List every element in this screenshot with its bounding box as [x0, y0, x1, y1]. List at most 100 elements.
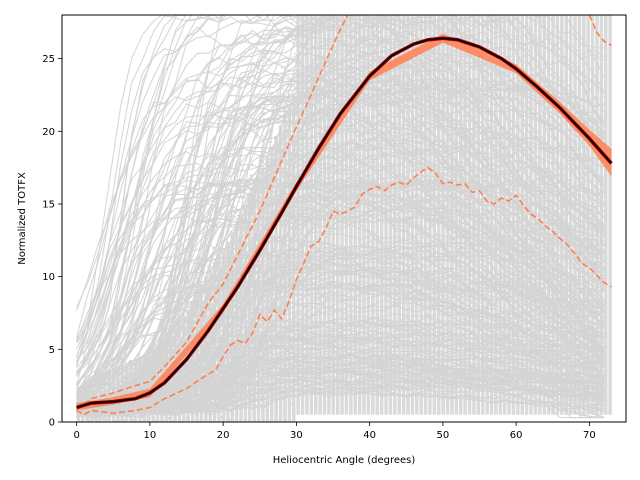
- scatter-density: [441, 15, 445, 415]
- scatter-point: [290, 22, 293, 25]
- scatter-point: [154, 344, 157, 347]
- scatter-point: [277, 120, 280, 123]
- scatter-point: [270, 140, 273, 143]
- scatter-point: [231, 221, 233, 224]
- scatter-point: [237, 180, 240, 183]
- scatter-point: [193, 291, 196, 294]
- scatter-density: [419, 15, 423, 415]
- scatter-point: [286, 103, 288, 106]
- scatter-density: [357, 15, 362, 415]
- scatter-point: [237, 200, 240, 203]
- y-tick-label: 10: [42, 272, 55, 283]
- background-curve: [76, 15, 605, 389]
- x-tick-label: 10: [144, 430, 157, 441]
- scatter-density: [283, 114, 287, 422]
- scatter-point: [287, 69, 289, 71]
- scatter-point: [197, 283, 200, 285]
- scatter-point: [289, 68, 292, 71]
- scatter-point: [255, 132, 257, 135]
- scatter-density: [120, 364, 125, 422]
- scatter-density: [292, 93, 296, 422]
- x-tick-label: 60: [510, 430, 523, 441]
- scatter-point: [196, 280, 199, 283]
- scatter-point: [213, 247, 216, 249]
- y-axis-label: Normalized TOTFX: [17, 172, 28, 265]
- scatter-point: [199, 269, 202, 272]
- scatter-point: [193, 285, 196, 288]
- scatter-density: [551, 15, 555, 415]
- y-tick-label: 5: [49, 345, 55, 356]
- plot-frame: [61, 14, 627, 423]
- scatter-density: [467, 15, 472, 415]
- scatter-point: [210, 266, 213, 268]
- scatter-point: [219, 234, 222, 237]
- scatter-density: [318, 15, 322, 415]
- scatter-density: [533, 15, 538, 415]
- scatter-point: [189, 300, 192, 303]
- scatter-point: [243, 195, 245, 198]
- scatter-density: [349, 15, 353, 415]
- background-curve: [76, 15, 605, 350]
- scatter-point: [261, 135, 264, 137]
- scatter-density: [450, 15, 454, 415]
- scatter-point: [259, 166, 261, 168]
- scatter-density: [595, 15, 599, 415]
- scatter-point: [209, 243, 212, 245]
- scatter-density: [133, 358, 138, 422]
- x-tick-label: 20: [217, 430, 230, 441]
- scatter-density: [230, 232, 234, 422]
- scatter-density: [502, 15, 507, 415]
- scatter-point: [212, 252, 214, 255]
- scatter-density: [103, 371, 107, 422]
- scatter-density: [608, 15, 612, 415]
- scatter-density: [331, 15, 335, 415]
- y-axis: 0 5 10 15 20 25: [42, 54, 62, 429]
- x-axis: 0 10 20 30 40 50 60 70: [73, 422, 596, 441]
- scatter-density: [305, 15, 309, 415]
- scatter-point: [196, 277, 199, 280]
- scatter-density: [507, 15, 511, 415]
- scatter-point: [226, 216, 228, 218]
- x-tick-label: 40: [363, 430, 376, 441]
- scatter-point: [267, 141, 270, 143]
- scatter-density: [454, 15, 459, 415]
- scatter-density: [388, 15, 393, 415]
- scatter-point: [200, 270, 203, 273]
- x-tick-label: 30: [290, 430, 303, 441]
- scatter-density: [397, 15, 401, 415]
- scatter-point: [198, 274, 201, 277]
- scatter-point: [262, 162, 265, 164]
- scatter-density: [340, 15, 344, 415]
- scatter-point: [280, 66, 283, 69]
- upper-percentile-right-line: [588, 15, 612, 47]
- scatter-density: [476, 15, 481, 415]
- scatter-density: [177, 320, 182, 422]
- scatter-density: [221, 249, 226, 422]
- scatter-density: [256, 177, 261, 422]
- scatter-density: [573, 15, 577, 415]
- scatter-density: [199, 284, 204, 422]
- x-tick-label: 70: [583, 430, 596, 441]
- scatter-density: [586, 15, 590, 415]
- scatter-density: [344, 15, 349, 415]
- scatter-point: [293, 52, 296, 55]
- scatter-density: [129, 360, 133, 422]
- scatter-density: [217, 255, 221, 422]
- scatter-density: [445, 15, 450, 415]
- scatter-point: [210, 255, 213, 258]
- scatter-density: [393, 15, 397, 415]
- scatter-density: [234, 223, 239, 422]
- scatter-point: [258, 159, 261, 162]
- scatter-point: [186, 299, 189, 302]
- scatter-density: [208, 267, 212, 422]
- scatter-density: [248, 195, 252, 422]
- scatter-density: [182, 314, 186, 422]
- scatter-point: [235, 221, 238, 224]
- scatter-density: [278, 125, 283, 422]
- scatter-density: [494, 15, 498, 415]
- scatter-point: [244, 189, 247, 192]
- scatter-density: [401, 15, 406, 415]
- scatter-density: [604, 15, 608, 415]
- scatter-point: [200, 281, 203, 284]
- scatter-point: [229, 230, 232, 233]
